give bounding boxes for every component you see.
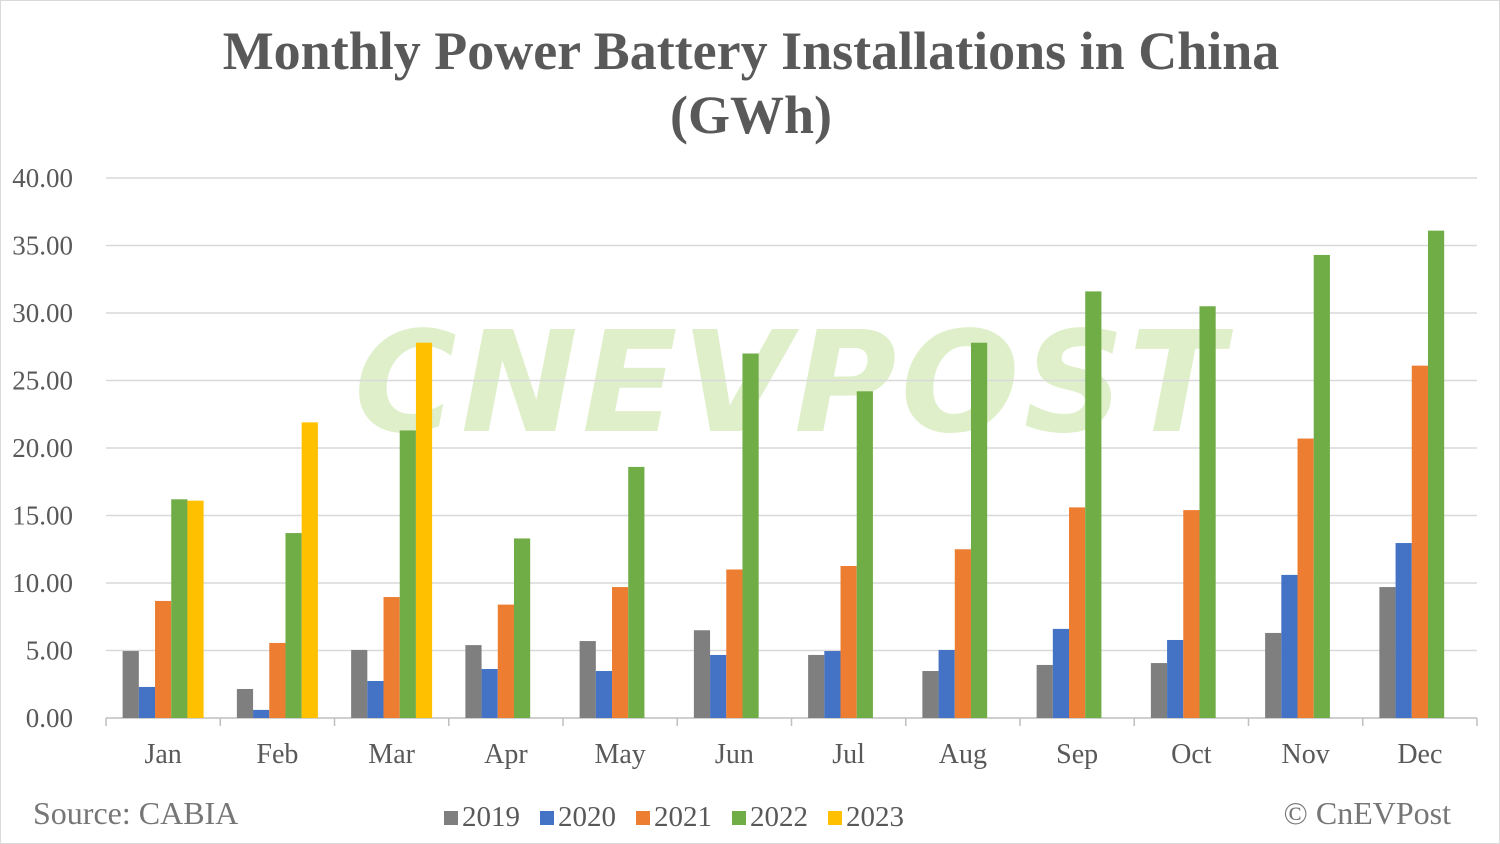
bar-2022-Jun (742, 353, 759, 718)
bar-2021-Feb (269, 642, 286, 718)
bar-2023-Feb (301, 422, 318, 718)
bar-2019-Mar (351, 649, 368, 718)
watermark: CNEVPOST (354, 302, 1233, 465)
x-tick-label: Aug (939, 739, 987, 770)
bar-2021-Jul (840, 565, 857, 718)
x-tick-label: Dec (1397, 739, 1442, 770)
bar-2020-Jul (824, 651, 841, 718)
x-tick-label: Nov (1282, 739, 1330, 770)
x-tick-label: Jun (715, 739, 754, 770)
x-tick-label: Jan (144, 739, 181, 770)
legend-item-2019: 2019 (444, 801, 520, 834)
bar-2019-Sep (1036, 664, 1053, 718)
bar-2020-Jun (710, 654, 727, 718)
title-line: Monthly Power Battery Installations in C… (222, 21, 1280, 81)
x-tick-label: Feb (256, 739, 298, 770)
bar-2022-Jan (171, 499, 188, 718)
legend-label: 2020 (558, 801, 616, 833)
bar-2019-May (579, 641, 596, 718)
bar-2021-Oct (1183, 510, 1200, 718)
bar-2019-Apr (465, 645, 482, 718)
y-tick-label: 0.00 (26, 703, 73, 733)
y-tick-label: 30.00 (12, 298, 73, 328)
y-tick-label: 20.00 (12, 433, 73, 463)
legend-label: 2023 (846, 801, 904, 833)
bar-2020-Aug (938, 649, 955, 718)
bar-2021-Jan (155, 600, 172, 718)
bar-2020-May (595, 671, 613, 718)
bar-2019-Aug (922, 671, 939, 718)
bar-2019-Jun (693, 630, 711, 718)
bar-2022-Jul (856, 391, 873, 718)
legend-swatch (636, 810, 650, 825)
bar-2022-Aug (970, 342, 988, 718)
x-tick-label: Sep (1056, 739, 1098, 770)
y-tick-label: 40.00 (12, 163, 73, 193)
legend-item-2020: 2020 (540, 801, 616, 834)
bar-2022-Feb (285, 533, 302, 718)
bar-2021-Aug (954, 549, 971, 718)
bar-2023-Jan (187, 500, 204, 718)
bar-2022-May (628, 466, 645, 718)
subtitle-line: (GWh) (670, 85, 832, 145)
bar-2022-Sep (1085, 291, 1102, 718)
x-tick-label: Jul (832, 739, 865, 770)
legend-swatch (444, 810, 458, 825)
bar-2023-Mar (415, 342, 433, 718)
bar-2022-Nov (1313, 254, 1330, 718)
y-tick-label: 5.00 (26, 636, 73, 666)
source-note: Source: CABIA (33, 795, 239, 831)
legend-swatch (540, 810, 554, 825)
bar-2020-Dec (1395, 543, 1412, 718)
y-tick-label: 10.00 (12, 568, 73, 598)
bar-2020-Nov (1281, 574, 1298, 718)
legend-item-2021: 2021 (636, 801, 712, 834)
bar-2021-Dec (1411, 365, 1428, 718)
x-tick-label: Mar (368, 739, 415, 770)
legend-swatch (828, 810, 842, 825)
bar-2022-Mar (399, 430, 416, 718)
bar-2021-Jun (726, 569, 743, 718)
bar-2020-Apr (481, 668, 498, 718)
bar-2020-Sep (1052, 628, 1070, 718)
bar-2022-Oct (1199, 306, 1216, 718)
x-tick-label: Oct (1171, 739, 1212, 770)
legend-item-2023: 2023 (828, 801, 904, 834)
y-tick-label: 35.00 (12, 231, 73, 261)
bar-2022-Apr (513, 538, 531, 718)
y-tick-label: 15.00 (12, 501, 73, 531)
x-tick-label: May (594, 739, 645, 770)
legend: 2019 2020 2021 2022 2023 (444, 801, 904, 834)
bar-2021-Sep (1069, 507, 1086, 718)
copyright-note: © CnEVPost (1283, 795, 1451, 831)
bar-2019-Nov (1265, 632, 1282, 718)
legend-label: 2022 (750, 801, 808, 833)
bar-2019-Jul (808, 654, 825, 718)
bar-2019-Oct (1150, 663, 1168, 718)
bar-2020-Oct (1167, 639, 1184, 718)
bar-2021-May (612, 587, 629, 718)
chart-title: Monthly Power Battery Installations in C… (1, 19, 1499, 147)
bar-2019-Jan (122, 651, 139, 718)
bar-2020-Jan (138, 686, 156, 718)
legend-label: 2021 (654, 801, 712, 833)
y-tick-label: 25.00 (12, 366, 73, 396)
bar-2020-Feb (253, 709, 270, 718)
legend-swatch (732, 810, 746, 825)
bar-2021-Apr (497, 604, 514, 718)
x-tick-label: Apr (484, 739, 528, 770)
bar-2019-Feb (236, 688, 254, 718)
bar-2021-Nov (1297, 438, 1314, 718)
legend-item-2022: 2022 (732, 801, 808, 834)
bar-2020-Mar (367, 681, 384, 718)
legend-label: 2019 (462, 801, 520, 833)
bar-2019-Dec (1379, 587, 1396, 718)
bar-2021-Mar (383, 597, 400, 718)
bar-2022-Dec (1427, 230, 1445, 718)
